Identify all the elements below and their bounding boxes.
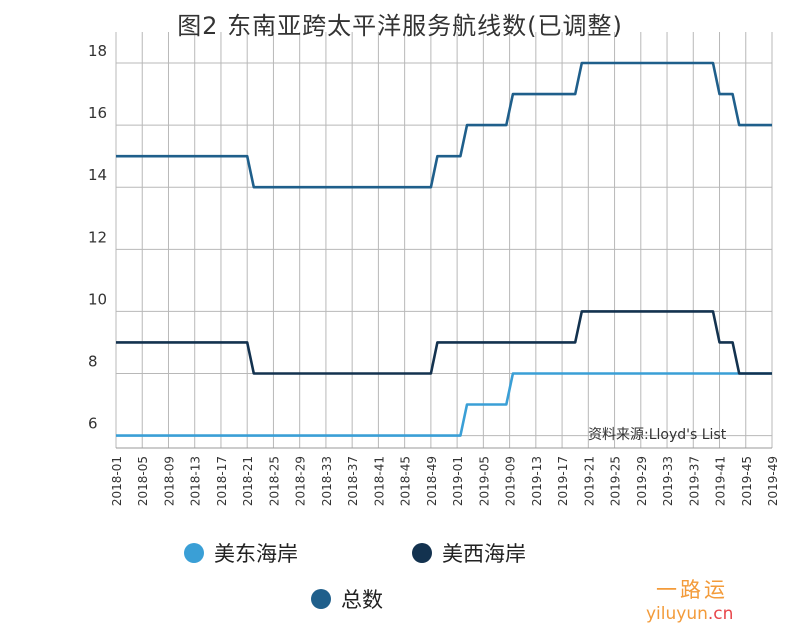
chart-title: 图2 东南亚跨太平洋服务航线数(已调整): [177, 12, 623, 40]
x-tick-label: 2019-49: [766, 456, 780, 506]
series-line-2: [116, 61, 772, 189]
x-tick-label: 2018-25: [267, 456, 281, 506]
x-tick-label: 2019-37: [687, 456, 701, 506]
x-tick-label: 2019-29: [635, 456, 649, 506]
series-line-0: [116, 372, 772, 437]
legend-swatch-west-coast: [412, 543, 432, 563]
y-tick-label: 6: [88, 415, 98, 433]
legend-item-total: 总数: [311, 584, 383, 614]
y-tick-label: 12: [88, 228, 107, 246]
y-tick-label: 14: [88, 166, 107, 184]
x-tick-label: 2018-13: [189, 456, 203, 506]
legend-label-east-coast: 美东海岸: [214, 542, 298, 566]
x-tick-label: 2018-41: [372, 456, 386, 506]
source-note: 资料来源:Lloyd's List: [588, 427, 727, 443]
x-tick-label: 2018-17: [215, 456, 229, 506]
x-tick-labels: 2018-01 2018-05 2018-09 2018-13 2018-17 2018-…: [110, 456, 780, 506]
watermark-en: yiluyun.cn: [646, 604, 786, 624]
x-tick-label: 2019-45: [740, 456, 754, 506]
legend-swatch-east-coast: [184, 543, 204, 563]
y-tick-label: 10: [88, 290, 107, 308]
watermark-logo: 一路运 yiluyun.cn: [646, 574, 786, 624]
x-tick-label: 2018-05: [136, 456, 150, 506]
y-tick-label: 18: [88, 42, 107, 60]
x-tick-label: 2019-05: [477, 456, 491, 506]
x-tick-label: 2018-33: [320, 456, 334, 506]
x-tick-label: 2019-33: [661, 456, 675, 506]
x-tick-label: 2018-01: [110, 456, 124, 506]
x-tick-label: 2019-17: [556, 456, 570, 506]
watermark-en-main: yiluyun: [646, 604, 708, 624]
x-tick-label: 2019-25: [609, 456, 623, 506]
x-tick-label: 2019-09: [504, 456, 518, 506]
watermark-cn: 一路运: [656, 578, 728, 602]
legend-item-east-coast: 美东海岸: [184, 538, 298, 568]
legend-swatch-total: [311, 589, 331, 609]
x-tick-label: 2019-41: [714, 456, 728, 506]
y-tick-labels: 6 8 10 12 14 16 18: [88, 42, 107, 433]
x-tick-label: 2019-21: [582, 456, 596, 506]
x-tick-label: 2018-29: [294, 456, 308, 506]
legend-item-west-coast: 美西海岸: [412, 538, 526, 568]
legend-label-west-coast: 美西海岸: [442, 542, 526, 566]
x-tick-label: 2019-13: [530, 456, 544, 506]
series-lines: [116, 61, 772, 437]
watermark-en-suffix: .cn: [707, 604, 734, 624]
y-tick-label: 16: [88, 104, 107, 122]
series-line-1: [116, 310, 772, 375]
y-tick-label: 8: [88, 352, 98, 370]
x-tick-label: 2018-09: [162, 456, 176, 506]
grid: [115, 32, 773, 448]
x-tick-label: 2018-21: [241, 456, 255, 506]
x-tick-label: 2018-45: [399, 456, 413, 506]
x-tick-label: 2018-49: [425, 456, 439, 506]
x-tick-label: 2018-37: [346, 456, 360, 506]
x-tick-label: 2019-01: [451, 456, 465, 506]
legend-label-total: 总数: [341, 588, 383, 612]
